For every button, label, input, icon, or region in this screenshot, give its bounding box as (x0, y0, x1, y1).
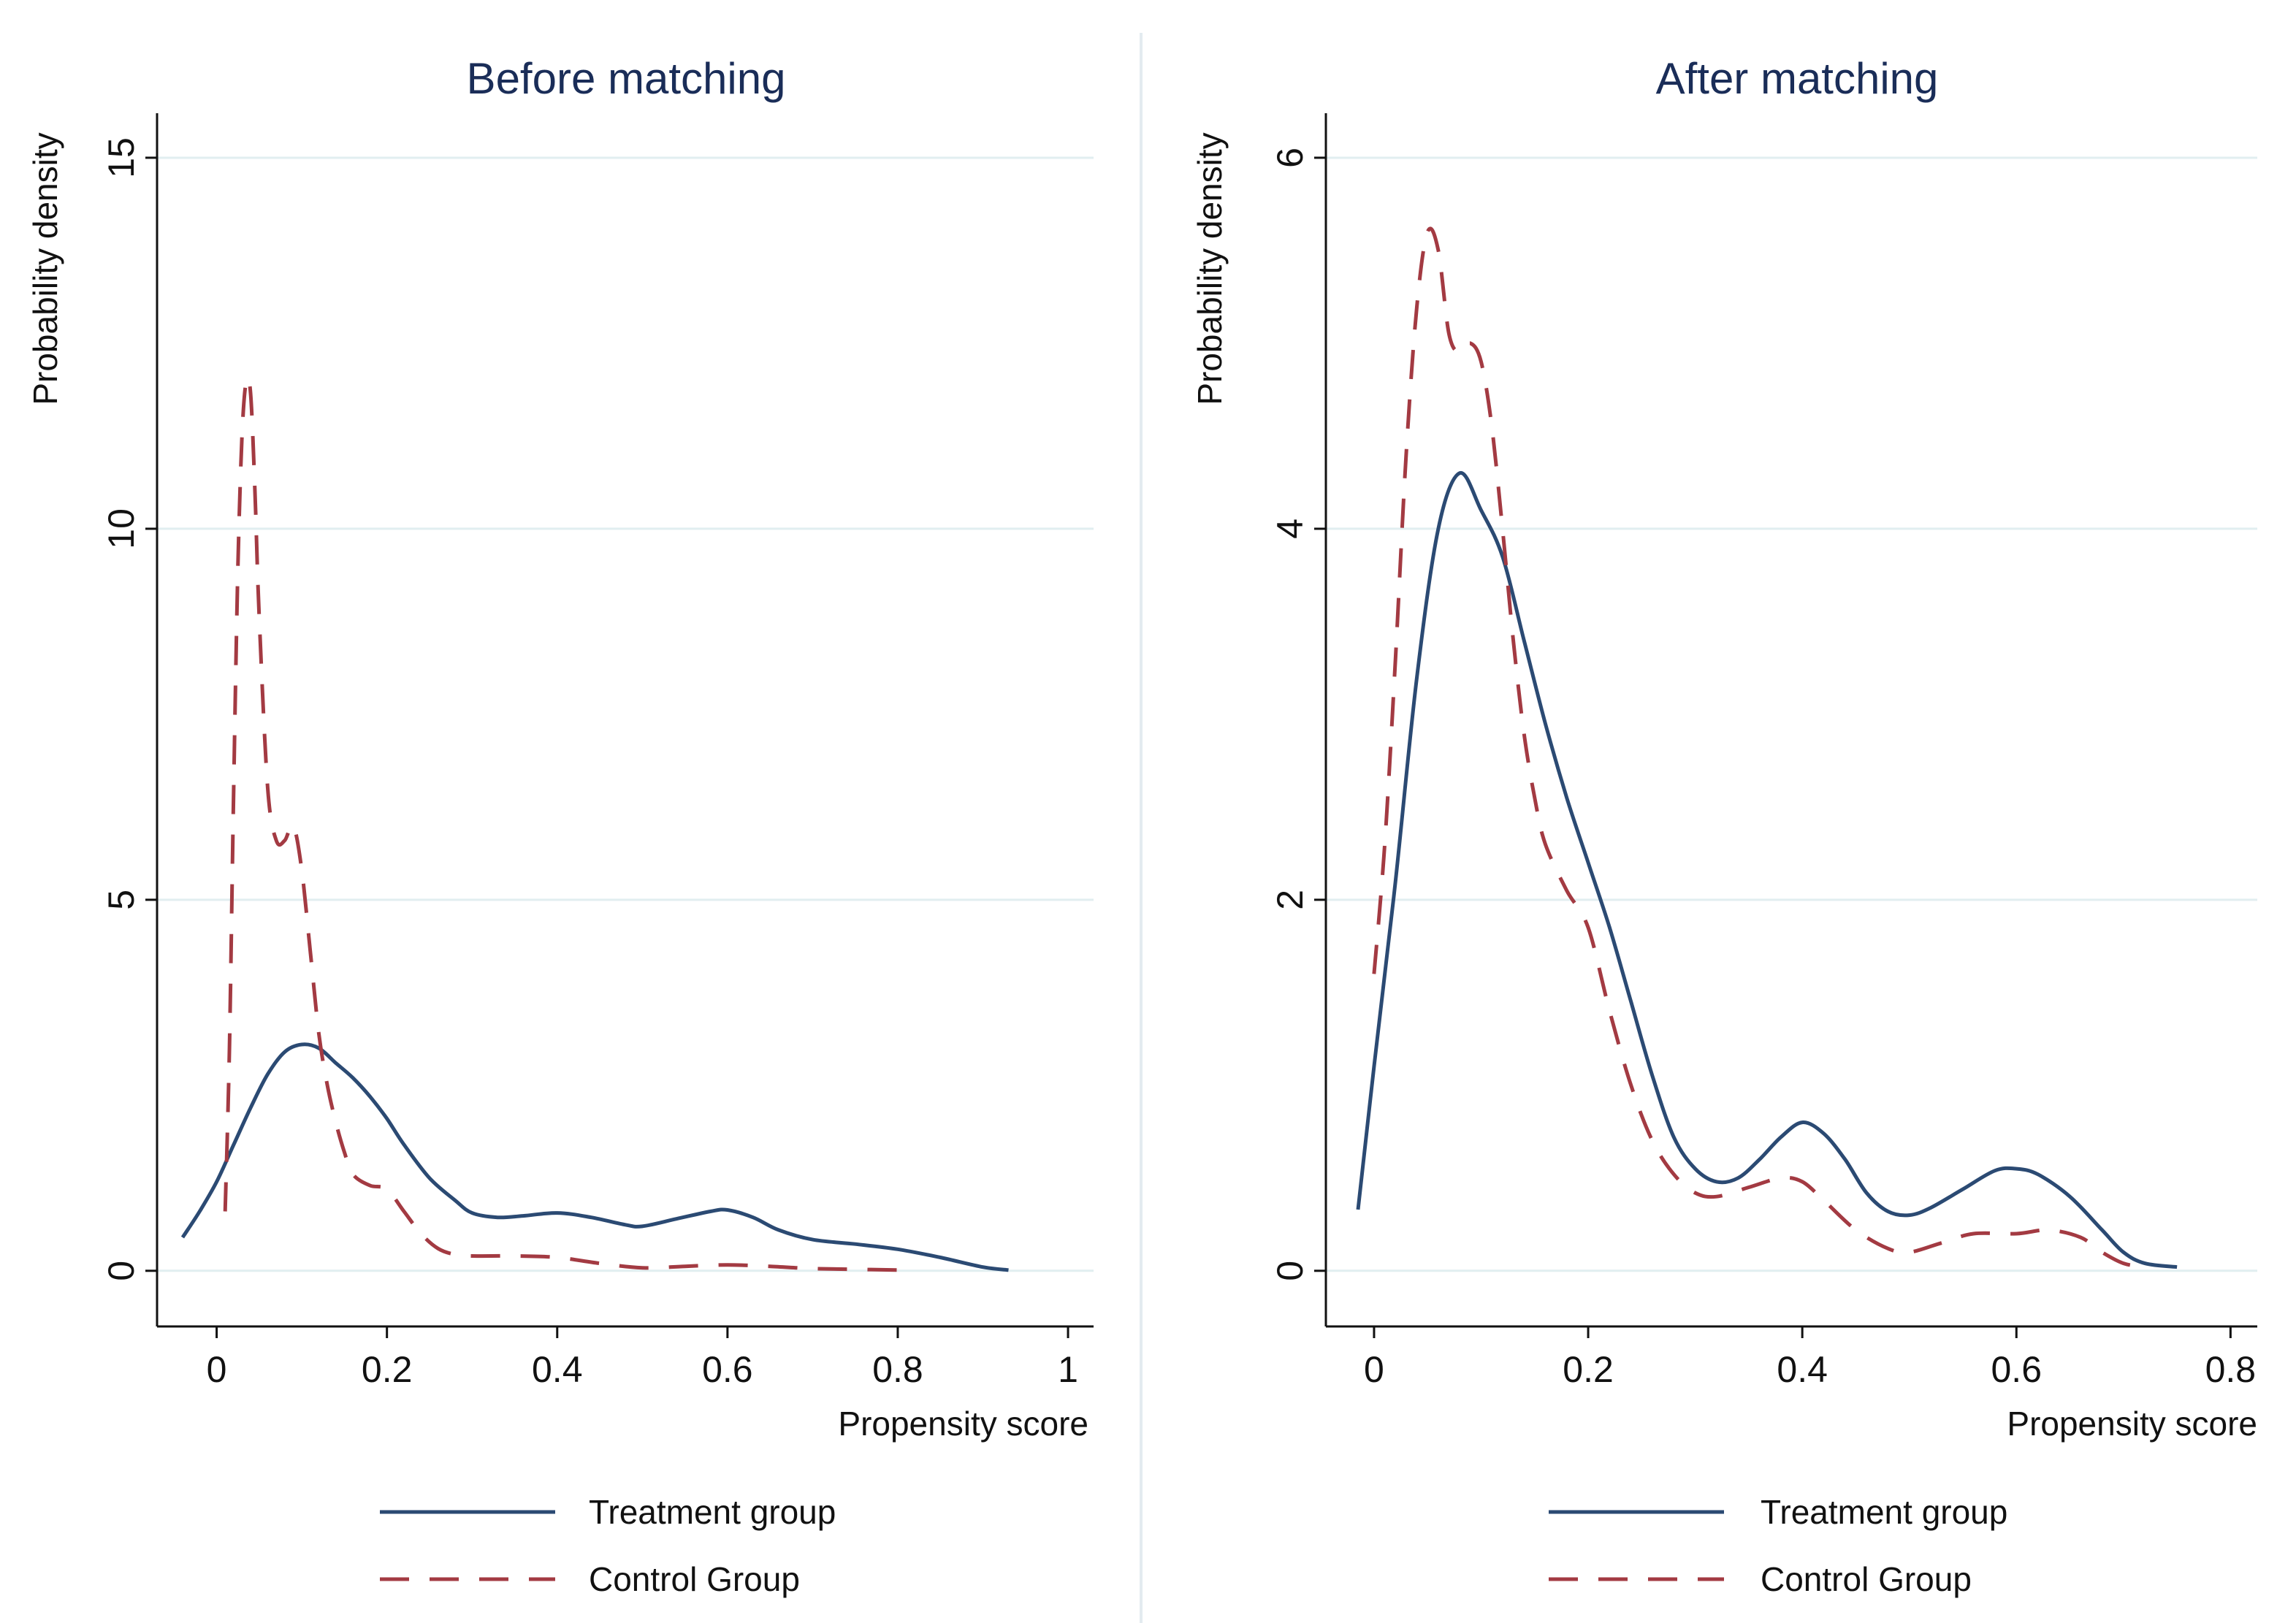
x-tick-label: 0.4 (532, 1349, 583, 1390)
x-tick-label: 0 (207, 1349, 227, 1390)
x-tick-label: 0.6 (1991, 1349, 2043, 1390)
x-tick-label: 0.6 (702, 1349, 753, 1390)
y-tick-label: 2 (1270, 890, 1311, 910)
y-ticks: 0 2 4 6 (1270, 148, 1326, 1281)
x-ticks: 0 0.2 0.4 0.6 0.8 (1364, 1326, 2256, 1390)
y-tick-label: 5 (101, 890, 142, 910)
x-tick-label: 0.2 (1563, 1349, 1614, 1390)
legend-label-treatment: Treatment group (589, 1493, 836, 1531)
y-axis-title: Probability density (1191, 132, 1229, 405)
x-axis-title: Propensity score (2007, 1405, 2257, 1443)
gridlines (1326, 156, 2257, 1272)
x-tick-label: 0.8 (2205, 1349, 2257, 1390)
series-line-treatment (180, 1042, 1009, 1272)
chart-title: After matching (1656, 54, 1939, 103)
x-tick-label: 0.8 (872, 1349, 923, 1390)
y-tick-label: 6 (1270, 148, 1311, 168)
series-lines (180, 375, 1009, 1272)
gridlines (157, 156, 1094, 1272)
y-tick-label: 0 (101, 1261, 142, 1281)
y-ticks: 0 5 10 15 (101, 137, 157, 1281)
y-tick-label: 4 (1270, 519, 1311, 539)
x-tick-label: 0 (1364, 1349, 1384, 1390)
series-line-control (223, 375, 898, 1272)
legend: Treatment group Control Group (380, 1493, 836, 1598)
x-tick-label: 0.4 (1777, 1349, 1828, 1390)
x-tick-label: 1 (1058, 1349, 1078, 1390)
x-ticks: 0 0.2 0.4 0.6 0.8 1 (207, 1326, 1078, 1390)
y-axis-title: Probability density (26, 132, 64, 405)
x-tick-label: 0.2 (362, 1349, 413, 1390)
y-tick-label: 10 (101, 508, 142, 549)
series-line-control (1372, 226, 2146, 1269)
x-axis-title: Propensity score (838, 1405, 1088, 1443)
series-lines (1356, 226, 2178, 1269)
legend-label-control: Control Group (589, 1560, 800, 1598)
legend-label-treatment: Treatment group (1761, 1493, 2007, 1531)
chart-title: Before matching (467, 54, 786, 103)
panel-before-matching: Before matching 0 5 10 15 0 0.2 0.4 0.6 0.8 1 Pr… (26, 54, 1094, 1598)
y-tick-label: 0 (1270, 1261, 1311, 1281)
y-tick-label: 15 (101, 137, 142, 178)
legend-label-control: Control Group (1761, 1560, 1972, 1598)
legend: Treatment group Control Group (1549, 1493, 2007, 1598)
panel-after-matching: After matching 0 2 4 6 0 0.2 0.4 0.6 0.8 Probab… (1191, 54, 2257, 1598)
series-line-treatment (1356, 471, 2178, 1269)
